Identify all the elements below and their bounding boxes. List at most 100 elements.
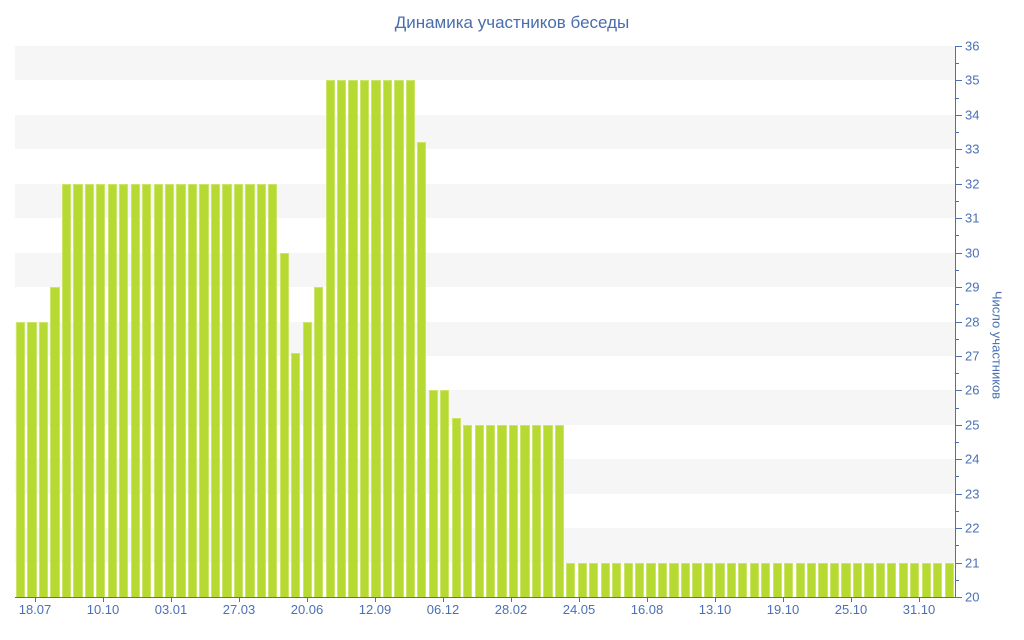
bar[interactable] xyxy=(852,562,863,597)
bar[interactable] xyxy=(428,390,438,597)
bar[interactable] xyxy=(279,252,289,597)
x-axis-label: 18.07 xyxy=(18,602,52,617)
y-axis-label: 28 xyxy=(965,314,980,329)
bar[interactable] xyxy=(61,183,72,597)
bar[interactable] xyxy=(142,183,152,597)
bar[interactable] xyxy=(153,183,163,597)
bar[interactable] xyxy=(692,562,702,597)
x-axis-tick xyxy=(851,598,852,602)
bar[interactable] xyxy=(829,562,840,597)
bar[interactable] xyxy=(165,183,175,597)
bar[interactable] xyxy=(486,424,496,597)
x-axis-label: 03.01 xyxy=(154,602,188,617)
bar[interactable] xyxy=(451,417,461,597)
bar[interactable] xyxy=(394,80,404,597)
bar[interactable] xyxy=(199,183,209,597)
bar[interactable] xyxy=(176,183,186,597)
chart-title: Динамика участников беседы xyxy=(394,13,630,32)
bar[interactable] xyxy=(646,562,656,597)
x-axis-tick xyxy=(239,598,240,602)
bar[interactable] xyxy=(761,562,771,597)
bar[interactable] xyxy=(256,183,266,597)
bar[interactable] xyxy=(898,562,908,597)
bar[interactable] xyxy=(933,562,943,597)
bar[interactable] xyxy=(50,287,60,597)
bar[interactable] xyxy=(359,80,370,597)
bar[interactable] xyxy=(887,562,897,597)
bar[interactable] xyxy=(680,562,691,597)
bar[interactable] xyxy=(314,287,324,597)
bar[interactable] xyxy=(336,80,347,597)
bar[interactable] xyxy=(657,562,668,597)
bar[interactable] xyxy=(348,80,358,597)
bar[interactable] xyxy=(600,562,610,597)
plot-band xyxy=(15,114,955,150)
bar[interactable] xyxy=(268,183,278,597)
bar[interactable] xyxy=(27,321,37,597)
bar[interactable] xyxy=(96,183,106,597)
bar[interactable] xyxy=(635,562,645,597)
bar[interactable] xyxy=(806,562,817,597)
bar[interactable] xyxy=(669,562,679,597)
bar[interactable] xyxy=(371,80,381,597)
bar[interactable] xyxy=(520,424,530,597)
bar[interactable] xyxy=(325,80,335,597)
bar[interactable] xyxy=(222,183,232,597)
bar[interactable] xyxy=(554,424,565,597)
bar[interactable] xyxy=(474,424,484,597)
bar[interactable] xyxy=(921,562,931,597)
bar[interactable] xyxy=(84,183,95,597)
bar[interactable] xyxy=(245,183,255,597)
bar[interactable] xyxy=(715,562,725,597)
bar[interactable] xyxy=(405,80,415,597)
bar[interactable] xyxy=(107,183,117,597)
bar[interactable] xyxy=(864,562,874,597)
bar[interactable] xyxy=(910,562,920,597)
bar[interactable] xyxy=(749,562,759,597)
y-axis-tick xyxy=(956,80,962,82)
bar[interactable] xyxy=(795,562,805,597)
bar[interactable] xyxy=(703,562,714,597)
bar[interactable] xyxy=(291,352,301,597)
bar[interactable] xyxy=(130,183,140,597)
bar[interactable] xyxy=(302,321,312,597)
x-axis-label: 10.10 xyxy=(86,602,120,617)
bar[interactable] xyxy=(875,562,885,597)
bar[interactable] xyxy=(738,562,748,597)
bar[interactable] xyxy=(508,424,519,597)
bar[interactable] xyxy=(543,424,553,597)
bar[interactable] xyxy=(38,321,49,597)
x-axis-tick xyxy=(511,598,512,602)
bar[interactable] xyxy=(463,424,473,597)
bar[interactable] xyxy=(818,562,828,597)
x-axis-tick xyxy=(919,598,920,602)
bar[interactable] xyxy=(382,80,393,597)
x-axis-label: 25.10 xyxy=(834,602,868,617)
bar[interactable] xyxy=(612,562,622,597)
bar[interactable] xyxy=(417,142,427,597)
y-axis-tick xyxy=(956,424,962,426)
bar[interactable] xyxy=(16,321,26,597)
bar[interactable] xyxy=(784,562,794,597)
bar[interactable] xyxy=(577,562,587,597)
bar[interactable] xyxy=(772,562,782,597)
bar[interactable] xyxy=(726,562,736,597)
bar[interactable] xyxy=(210,183,221,597)
x-axis-label: 31.10 xyxy=(902,602,936,617)
y-axis-tick xyxy=(956,562,962,564)
x-axis-tick xyxy=(375,598,376,602)
bar[interactable] xyxy=(73,183,83,597)
bar[interactable] xyxy=(623,562,633,597)
bar[interactable] xyxy=(497,424,507,597)
bar[interactable] xyxy=(119,183,129,597)
bar[interactable] xyxy=(566,562,576,597)
bar[interactable] xyxy=(589,562,599,597)
bar[interactable] xyxy=(841,562,851,597)
bar[interactable] xyxy=(233,183,244,597)
bar[interactable] xyxy=(187,183,198,597)
bar[interactable] xyxy=(944,562,954,597)
bar[interactable] xyxy=(531,424,542,597)
x-axis-line xyxy=(15,597,956,598)
bar[interactable] xyxy=(440,390,450,597)
y-axis-minor-tick xyxy=(956,407,959,409)
